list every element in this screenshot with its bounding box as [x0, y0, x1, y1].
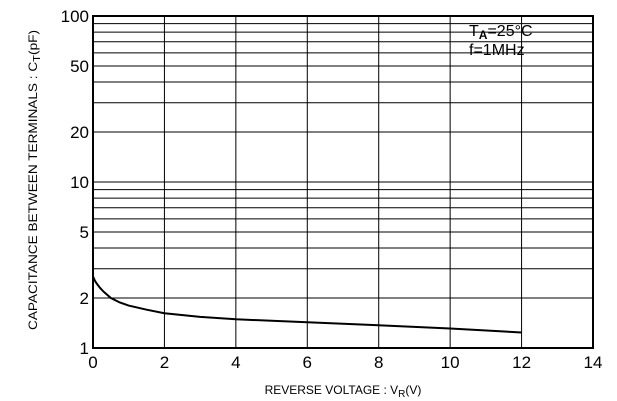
x-tick-label: 6 — [303, 353, 312, 372]
x-tick-labels: 0 2 4 6 8 10 12 14 — [88, 353, 602, 372]
x-tick-label: 10 — [441, 353, 460, 372]
y-tick-label: 10 — [70, 173, 89, 192]
horizontal-gridlines — [93, 23, 593, 299]
x-tick-label: 8 — [374, 353, 383, 372]
plot-frame — [92, 15, 594, 349]
x-tick-label: 0 — [88, 353, 97, 372]
y-tick-label: 50 — [70, 57, 89, 76]
y-tick-label: 20 — [70, 123, 89, 142]
x-tick-label: 14 — [584, 353, 603, 372]
frequency-annotation: f=1MHz — [469, 42, 525, 59]
y-tick-label: 5 — [80, 223, 89, 242]
capacitance-curve — [92, 275, 522, 334]
temperature-annotation: TA=25°C — [469, 23, 533, 42]
y-tick-labels: 1 2 5 10 20 50 100 — [61, 7, 89, 358]
y-axis-title: CAPACITANCE BETWEEN TERMINALS : CT(pF) — [26, 30, 43, 330]
y-tick-label: 100 — [61, 7, 89, 26]
x-tick-label: 2 — [160, 353, 169, 372]
x-tick-label: 4 — [231, 353, 240, 372]
y-tick-label: 2 — [80, 289, 89, 308]
x-tick-label: 12 — [512, 353, 531, 372]
x-axis-title: REVERSE VOLTAGE : VR(V) — [265, 383, 422, 400]
y-tick-label: 1 — [80, 339, 89, 358]
